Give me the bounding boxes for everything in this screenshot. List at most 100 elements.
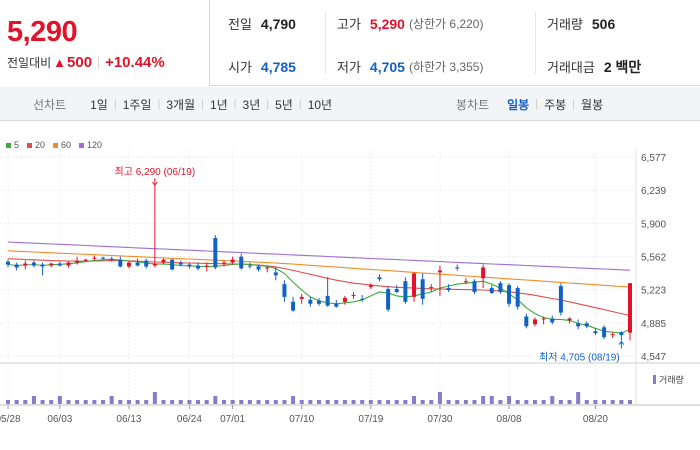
volume-bar	[628, 400, 632, 404]
amount-label: 거래대금	[547, 60, 595, 75]
tab-3year[interactable]: 3년	[242, 97, 261, 112]
candle-body	[291, 301, 296, 311]
low-arrow-head-icon	[618, 340, 625, 345]
candle-body	[403, 281, 408, 302]
volume-bar	[446, 400, 451, 404]
candle-body	[489, 288, 494, 293]
candle-body	[178, 262, 183, 265]
legend-ma5[interactable]: 5	[6, 140, 19, 150]
volume-label: 거래량	[547, 17, 583, 32]
volume-bar	[204, 400, 209, 404]
tab-separator: |	[201, 98, 204, 110]
candle-body	[92, 257, 97, 259]
volume-bar	[317, 400, 321, 404]
legend-ma60[interactable]: 60	[53, 140, 71, 150]
legend-ma120-label: 120	[87, 140, 103, 150]
candle-body	[57, 263, 62, 266]
tab-10year[interactable]: 10년	[307, 97, 333, 112]
volume-bar	[187, 400, 192, 404]
candle-body	[75, 260, 80, 263]
volume-bar	[170, 400, 175, 404]
tab-1year[interactable]: 1년	[209, 97, 228, 112]
volume-cell: 거래량 506	[547, 2, 615, 45]
volume-bar	[325, 400, 330, 404]
volume-bar	[463, 400, 468, 404]
candle-body	[83, 259, 88, 261]
candle-body	[109, 258, 114, 260]
candle-body	[170, 259, 175, 270]
tab-separator: |	[298, 98, 302, 110]
ma-legend: 5 20 60 120	[6, 140, 110, 150]
volume-legend: 거래량	[653, 373, 684, 386]
x-tick-label: 07/01	[220, 414, 245, 425]
candle-body	[342, 297, 347, 302]
volume-bar	[196, 400, 201, 404]
low-value: 4,705	[369, 58, 405, 75]
tab-separator: |	[157, 98, 161, 110]
x-tick-label: 07/10	[289, 414, 314, 425]
candle-body	[619, 332, 624, 336]
candle-body	[515, 288, 520, 307]
candle-body	[420, 279, 425, 299]
volume-bar	[230, 400, 235, 404]
legend-ma120[interactable]: 120	[79, 140, 102, 150]
open-value: 4,785	[260, 58, 296, 75]
candle-body	[463, 281, 468, 283]
volume-bar	[49, 400, 54, 404]
tab-1day[interactable]: 1일	[90, 97, 108, 112]
tab-3month[interactable]: 3개월	[166, 97, 196, 112]
candle-body	[308, 299, 313, 304]
tab-separator: |	[266, 98, 270, 110]
y-tick-label: 5,900	[641, 219, 666, 230]
volume-bar	[144, 400, 149, 404]
candle-body	[317, 300, 321, 304]
legend-ma20[interactable]: 20	[27, 140, 45, 150]
volume-bar	[308, 400, 313, 404]
y-tick-label: 6,239	[641, 186, 666, 197]
volume-bar	[221, 400, 226, 404]
tab-monthly[interactable]: 월봉	[581, 97, 604, 112]
candle-body	[602, 327, 607, 338]
x-tick-label: 07/19	[358, 414, 383, 425]
volume-bar	[498, 400, 503, 404]
volume-bar	[420, 400, 425, 404]
volume-bar	[437, 392, 442, 404]
x-tick-label: 05/28	[0, 414, 21, 425]
volume-bar	[239, 400, 244, 404]
volume-bar	[429, 400, 434, 404]
candle-body	[541, 318, 546, 320]
volume-bar	[14, 400, 19, 404]
high-arrow-head-icon	[151, 181, 158, 186]
tab-5year[interactable]: 5년	[275, 97, 293, 112]
volume-bar	[161, 400, 166, 404]
volume-bar	[507, 396, 512, 404]
candle-body	[273, 272, 278, 276]
candle-body	[101, 257, 106, 259]
candle-body	[386, 289, 391, 310]
volume-bar	[135, 400, 140, 404]
candle-body	[221, 262, 226, 264]
amount-value: 2 백만	[603, 58, 642, 75]
candle-body	[230, 259, 235, 263]
candle-body	[368, 285, 373, 288]
candle-body	[472, 281, 477, 292]
tab-daily[interactable]: 일봉	[507, 97, 530, 112]
candlestick-chart[interactable]: 6,577 6,239 5,900 5,562 5,223 4,885 4,547 05/28…	[0, 121, 700, 450]
candle-body	[135, 262, 140, 266]
volume-bar	[351, 400, 356, 404]
candle-body	[576, 323, 581, 327]
lower-limit: (하한가 3,355)	[408, 60, 484, 74]
tab-1week[interactable]: 1주일	[122, 97, 152, 112]
line-chart-title: 선차트	[33, 97, 67, 112]
tab-weekly[interactable]: 주봉	[544, 97, 567, 112]
volume-bar	[334, 400, 339, 404]
ma120-line	[7, 241, 631, 271]
chart-annotations: 최고 6,290 (06/19) 최저 4,705 (08/19)	[115, 166, 625, 364]
volume-bar	[524, 400, 529, 404]
x-tick-label: 06/03	[47, 414, 72, 425]
volume-bar	[118, 400, 123, 404]
tab-separator: |	[233, 98, 237, 110]
candle-body	[446, 288, 451, 291]
legend-ma120-swatch	[79, 142, 85, 148]
volume-bar	[66, 400, 71, 404]
